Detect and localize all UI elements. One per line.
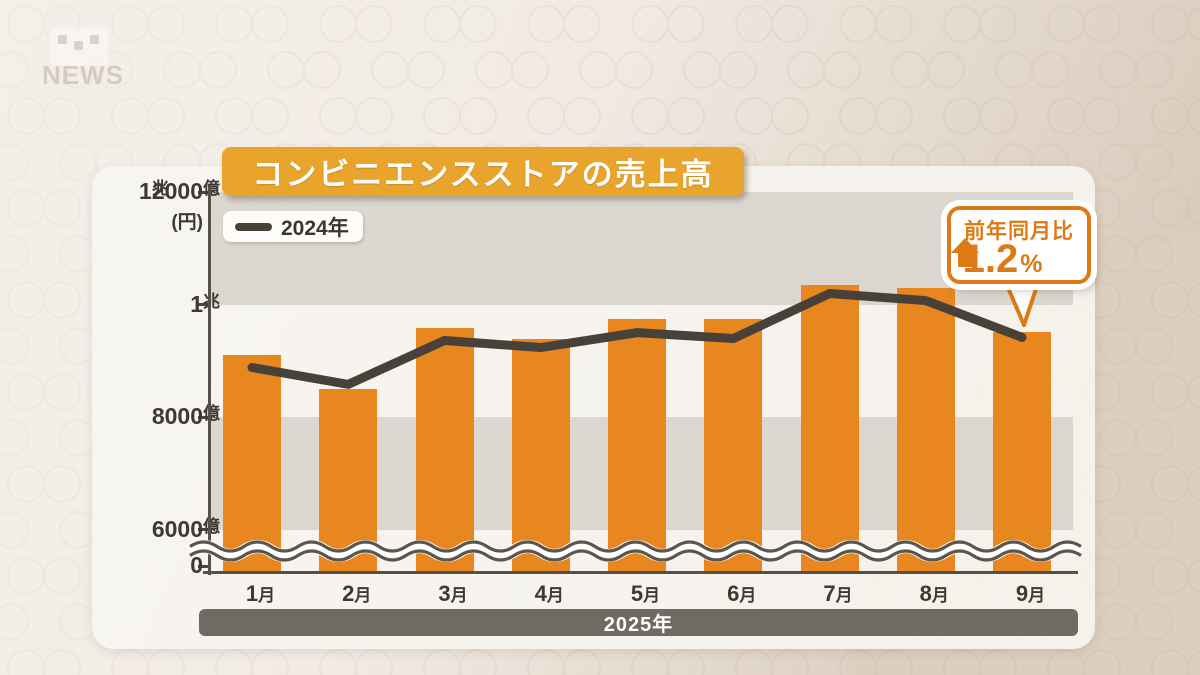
broadcaster-logo-icon	[50, 28, 108, 66]
y-tick-label: 8000 億	[151, 403, 220, 429]
y-axis-line	[208, 185, 211, 575]
y-tick-mark	[198, 528, 210, 531]
x-axis-year-label: 2025年	[603, 614, 674, 636]
yoy-badge-value-row: 1.2 %	[951, 238, 1087, 280]
yoy-unit: %	[1020, 249, 1043, 278]
line-series-icon	[235, 222, 272, 231]
grid-band	[210, 192, 1073, 305]
arrow-up-icon	[951, 238, 1075, 274]
y-tick-mark	[198, 190, 210, 194]
bar-6月	[704, 318, 763, 573]
y-tick-mark	[198, 564, 210, 568]
x-axis-year-bar: 2025年	[199, 609, 1078, 636]
line-series-2024	[247, 289, 1027, 389]
y-tick-label: 6000 億	[151, 515, 220, 542]
bar-1月	[223, 355, 281, 573]
yoy-badge-label: 前年同月比	[964, 220, 1074, 243]
y-axis-unit-label: (円)	[171, 212, 203, 233]
y-tick-mark	[198, 415, 210, 419]
broadcaster-watermark: NEWS	[28, 12, 138, 96]
bar-9月	[993, 331, 1051, 573]
legend: 2024年	[223, 211, 363, 242]
y-tick-label: 1 兆 2000 億	[139, 178, 220, 204]
bar-8月	[896, 288, 955, 573]
chart-title: コンビニエンスストアの売上高	[252, 157, 714, 192]
bar-4月	[511, 338, 570, 573]
x-axis-line	[203, 571, 1078, 574]
chart-title-banner: コンビニエンスストアの売上高	[222, 147, 744, 196]
bar-3月	[415, 327, 474, 573]
legend-label: 2024年	[281, 216, 349, 240]
y-tick-label: 0	[190, 552, 203, 578]
bar-5月	[608, 318, 666, 573]
yoy-badge: 前年同月比 1.2 %	[947, 206, 1091, 284]
watermark-text: NEWS	[42, 60, 124, 90]
bar-7月	[800, 284, 859, 573]
y-tick-mark	[198, 303, 210, 306]
